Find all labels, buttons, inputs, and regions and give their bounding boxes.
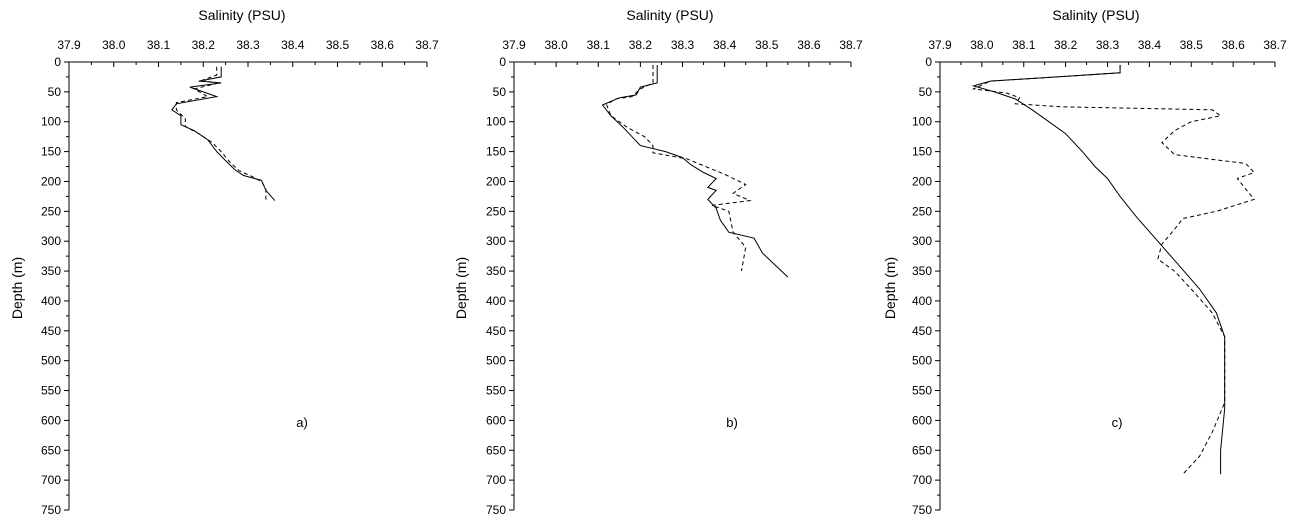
dashed-profile-line [175, 66, 267, 203]
x-tick-label: 38.1 [587, 38, 611, 52]
solid-profile-line [171, 66, 276, 201]
panel-label: c) [1112, 415, 1123, 430]
y-tick-label: 550 [41, 384, 61, 398]
y-tick-label: 700 [41, 473, 61, 487]
y-tick-label: 600 [912, 413, 932, 427]
y-axis-title: Depth (m) [882, 257, 898, 319]
y-tick-label: 0 [499, 55, 506, 69]
y-tick-label: 600 [41, 413, 61, 427]
x-tick-label: 38.2 [629, 38, 653, 52]
y-tick-label: 700 [912, 473, 932, 487]
panel-a: Salinity (PSU) Depth (m) a) 37.9 38.0 38.1… [9, 7, 439, 516]
x-tick-label: 38.7 [839, 38, 863, 52]
y-tick-label: 200 [41, 174, 61, 188]
y-tick-label: 100 [912, 115, 932, 129]
y-tick-label: 200 [912, 174, 932, 188]
panel-b: Salinity (PSU) Depth (m) b) 37.9 38.0 38.1… [453, 7, 863, 516]
y-tick-label: 550 [912, 384, 932, 398]
y-tick-label: 400 [912, 294, 932, 308]
y-tick-label: 650 [912, 443, 932, 457]
x-tick-label: 38.4 [281, 38, 305, 52]
y-tick-label: 300 [486, 234, 506, 248]
solid-profile-line [971, 65, 1226, 475]
y-axis-title: Depth (m) [9, 257, 25, 319]
y-tick-label: 100 [41, 115, 61, 129]
x-tick-label: 38.1 [1012, 38, 1036, 52]
y-tick-label: 700 [486, 473, 506, 487]
y-tick-label: 500 [41, 354, 61, 368]
panel-label: a) [296, 415, 308, 430]
y-tick-label: 400 [486, 294, 506, 308]
y-tick-label: 750 [41, 503, 61, 516]
x-tick-label: 38.1 [147, 38, 171, 52]
y-tick-label: 250 [486, 204, 506, 218]
x-tick-label: 38.7 [1263, 38, 1287, 52]
y-tick-label: 500 [912, 354, 932, 368]
y-tick-label: 0 [925, 55, 932, 69]
y-tick-label: 600 [486, 413, 506, 427]
y-tick-label: 150 [912, 145, 932, 159]
y-tick-label: 200 [486, 174, 506, 188]
y-tick-label: 350 [912, 264, 932, 278]
x-axis-title: Salinity (PSU) [198, 7, 285, 23]
y-tick-label: 750 [486, 503, 506, 516]
y-tick-label: 350 [41, 264, 61, 278]
panel-c: Salinity (PSU) Depth (m) c) 37.9 38.0 38.1… [882, 7, 1287, 516]
x-tick-label: 38.3 [236, 38, 260, 52]
y-tick-label: 150 [486, 145, 506, 159]
x-tick-label: 38.2 [1054, 38, 1078, 52]
x-tick-label: 38.0 [544, 38, 568, 52]
y-tick-label: 650 [486, 443, 506, 457]
x-axis-title: Salinity (PSU) [1052, 7, 1139, 23]
panel-label: b) [726, 415, 738, 430]
x-tick-label: 37.9 [57, 38, 81, 52]
x-tick-label: 38.0 [970, 38, 994, 52]
x-tick-label: 38.6 [371, 38, 395, 52]
x-tick-label: 38.3 [1096, 38, 1120, 52]
x-tick-label: 37.9 [928, 38, 952, 52]
x-tick-label: 38.6 [797, 38, 821, 52]
y-tick-label: 250 [912, 204, 932, 218]
y-tick-label: 450 [912, 324, 932, 338]
y-axis-title: Depth (m) [453, 257, 469, 319]
x-tick-label: 38.6 [1221, 38, 1245, 52]
y-tick-label: 450 [41, 324, 61, 338]
dashed-profile-line [606, 65, 752, 272]
y-tick-label: 550 [486, 384, 506, 398]
x-tick-label: 37.9 [502, 38, 526, 52]
y-tick-label: 450 [486, 324, 506, 338]
x-tick-label: 38.3 [671, 38, 695, 52]
y-tick-label: 750 [912, 503, 932, 516]
y-tick-label: 50 [493, 85, 507, 99]
y-tick-label: 150 [41, 145, 61, 159]
y-tick-label: 300 [41, 234, 61, 248]
y-tick-label: 650 [41, 443, 61, 457]
y-tick-label: 50 [919, 85, 933, 99]
y-tick-label: 250 [41, 204, 61, 218]
x-tick-label: 38.0 [102, 38, 126, 52]
y-tick-label: 300 [912, 234, 932, 248]
x-tick-label: 38.5 [326, 38, 350, 52]
y-tick-label: 500 [486, 354, 506, 368]
x-tick-label: 38.5 [1180, 38, 1204, 52]
y-tick-label: 100 [486, 115, 506, 129]
dashed-profile-line [971, 65, 1255, 475]
x-tick-label: 38.7 [415, 38, 439, 52]
x-tick-label: 38.4 [1138, 38, 1162, 52]
x-tick-label: 38.5 [755, 38, 779, 52]
y-tick-label: 0 [54, 55, 61, 69]
x-tick-label: 38.2 [192, 38, 216, 52]
y-tick-label: 350 [486, 264, 506, 278]
x-tick-label: 38.4 [713, 38, 737, 52]
x-axis-title: Salinity (PSU) [626, 7, 713, 23]
solid-profile-line [601, 65, 789, 278]
y-tick-label: 400 [41, 294, 61, 308]
y-tick-label: 50 [48, 85, 62, 99]
